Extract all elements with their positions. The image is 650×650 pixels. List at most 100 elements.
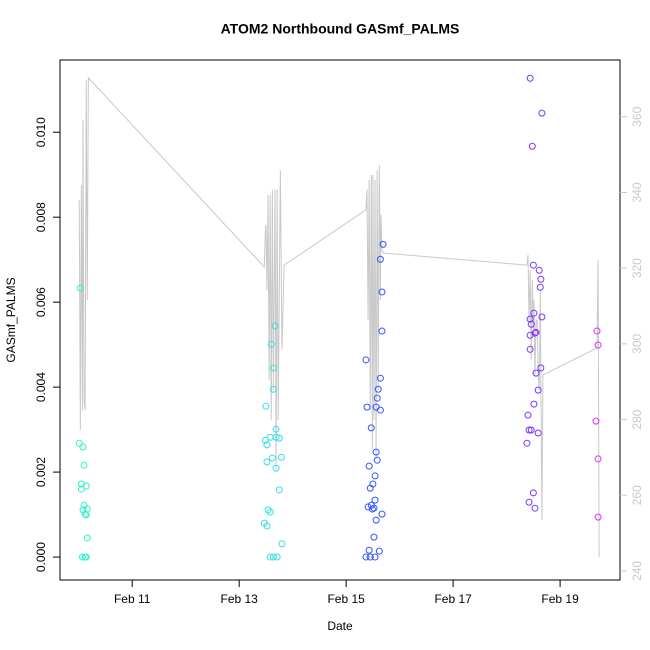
point [524, 411, 532, 419]
point [273, 553, 281, 561]
point [371, 496, 379, 504]
point [267, 340, 275, 348]
point [592, 417, 600, 425]
point [529, 489, 537, 497]
y2-tick-label: 340 [630, 182, 644, 202]
point [536, 283, 544, 291]
point [269, 385, 277, 393]
point [275, 434, 283, 442]
point [77, 485, 85, 493]
point [278, 540, 286, 548]
y2-tick-label: 320 [630, 258, 644, 278]
y-axis-label: GASmf_PALMS [4, 277, 18, 362]
point [80, 461, 88, 469]
y-tick-label: 0.008 [34, 202, 48, 232]
point [526, 74, 534, 82]
point [367, 501, 375, 509]
point [367, 424, 375, 432]
y2-tick-label: 280 [630, 409, 644, 429]
point [531, 504, 539, 512]
point [525, 426, 533, 434]
point [526, 315, 534, 323]
point [374, 385, 382, 393]
x-tick-label: Feb 19 [541, 592, 579, 606]
x-tick-label: Feb 17 [434, 592, 472, 606]
point [371, 472, 379, 480]
point [378, 510, 386, 518]
point [271, 322, 279, 330]
x-axis-label: Date [327, 619, 353, 633]
point [79, 443, 87, 451]
x-tick-label: Feb 13 [220, 592, 258, 606]
point [378, 327, 386, 335]
y2-tick-label: 300 [630, 334, 644, 354]
point [525, 498, 533, 506]
point [531, 329, 539, 337]
point [266, 508, 274, 516]
point [263, 458, 271, 466]
point [266, 433, 274, 441]
point [535, 266, 543, 274]
point [526, 345, 534, 353]
point [594, 455, 602, 463]
x-tick-label: Feb 15 [327, 592, 365, 606]
point [366, 553, 374, 561]
plot-frame [59, 59, 621, 581]
point [527, 320, 535, 328]
point [372, 448, 380, 456]
point [263, 441, 271, 449]
point [538, 109, 546, 117]
point [530, 400, 538, 408]
y2-tick-label: 240 [630, 561, 644, 581]
y-tick-label: 0.010 [34, 117, 48, 147]
point [372, 516, 380, 524]
point [537, 364, 545, 372]
point [266, 553, 274, 561]
point [365, 462, 373, 470]
chart-title: ATOM2 Northbound GASmf_PALMS [221, 21, 460, 37]
point [269, 364, 277, 372]
point [370, 533, 378, 541]
x-tick-label: Feb 11 [114, 592, 151, 606]
point [82, 511, 90, 519]
point [378, 288, 386, 296]
point [263, 522, 271, 530]
y2-tick-label: 360 [630, 106, 644, 126]
point [75, 439, 83, 447]
point [373, 456, 381, 464]
point [529, 261, 537, 269]
point [594, 341, 602, 349]
point [523, 439, 531, 447]
point [593, 327, 601, 335]
y-tick-label: 0.002 [34, 457, 48, 487]
point [594, 513, 602, 521]
point [365, 546, 373, 554]
point [362, 356, 370, 364]
point [532, 328, 540, 336]
point [371, 553, 379, 561]
point [538, 313, 546, 321]
point [272, 433, 280, 441]
point [76, 284, 84, 292]
point [262, 402, 270, 410]
point [362, 553, 370, 561]
point [79, 506, 87, 514]
point [78, 553, 86, 561]
y-tick-label: 0.004 [34, 372, 48, 402]
point [81, 510, 89, 518]
point [363, 403, 371, 411]
point [534, 386, 542, 394]
point [264, 506, 272, 514]
point [268, 454, 276, 462]
point [83, 534, 91, 542]
point [376, 374, 384, 382]
line [78, 76, 600, 557]
point [272, 464, 280, 472]
point [272, 425, 280, 433]
point [373, 394, 381, 402]
point [269, 553, 277, 561]
point [527, 426, 535, 434]
y-tick-label: 0.000 [34, 542, 48, 572]
point [277, 453, 285, 461]
